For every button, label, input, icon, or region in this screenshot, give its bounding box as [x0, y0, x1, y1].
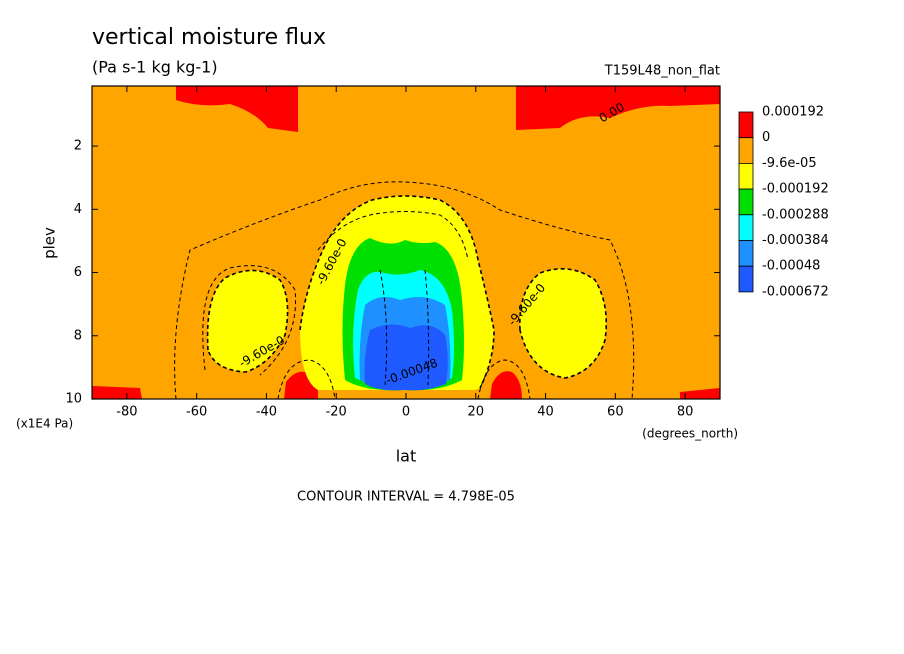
colorbar-box	[738, 240, 754, 267]
colorbar-box	[738, 162, 754, 190]
contour-line	[317, 211, 469, 261]
colorbar-label: 0.000192	[762, 105, 824, 120]
contour-line	[477, 359, 531, 400]
colorbar-label: -0.00048	[762, 259, 820, 274]
colorbar-box	[738, 214, 754, 241]
x-tick-label: 20	[468, 405, 485, 420]
contour-fill	[490, 371, 522, 399]
colorbar-box	[738, 137, 754, 164]
plot-area	[92, 86, 720, 400]
contour-line	[519, 268, 608, 379]
x-tick-label: 60	[607, 405, 624, 420]
y-tick-label: 2	[74, 139, 82, 154]
colorbar-label: 0	[762, 130, 770, 145]
x-tick-label: -60	[186, 405, 207, 420]
x-tick-label: 0	[402, 405, 410, 420]
colorbar-label: -9.6e-05	[762, 156, 817, 171]
y-axis-label: plev	[41, 227, 59, 259]
contour-line	[202, 265, 297, 376]
colorbar-label: -0.000288	[762, 207, 829, 222]
y-tick-label: 10	[65, 392, 82, 407]
x-axis-label: lat	[396, 447, 417, 466]
annotation: T159L48_non_flat	[604, 64, 720, 79]
footer: CONTOUR INTERVAL = 4.798E-05	[297, 490, 515, 505]
contour-line	[277, 359, 336, 400]
y-tick-label: 4	[74, 202, 82, 217]
contour-line	[424, 269, 430, 386]
colorbar-label: -0.000384	[762, 233, 829, 248]
contour-line	[174, 181, 635, 400]
contour-fill	[207, 270, 288, 372]
chart-title: vertical moisture flux	[92, 25, 326, 50]
x-tick-label: -80	[116, 405, 137, 420]
colorbar-box	[738, 265, 754, 293]
chart-subtitle: (Pa s-1 kg kg-1)	[92, 58, 218, 77]
contour-fill	[519, 268, 607, 378]
y-tick-label: 8	[74, 328, 82, 343]
x-tick-label: -20	[326, 405, 347, 420]
colorbar-label: -0.000192	[762, 182, 829, 197]
x-units: (degrees_north)	[642, 427, 738, 441]
contour-fill	[92, 386, 142, 399]
y-units: (x1E4 Pa)	[16, 417, 73, 431]
contour-fill	[516, 86, 720, 130]
y-tick-label: 6	[74, 265, 82, 280]
colorbar-box	[738, 111, 754, 139]
contour-fill	[176, 86, 298, 132]
x-tick-label: 80	[677, 405, 694, 420]
x-tick-label: -40	[256, 405, 277, 420]
contour-fill	[680, 388, 720, 399]
contour-line	[206, 269, 289, 373]
colorbar-box	[738, 188, 754, 216]
x-tick-label: 40	[537, 405, 554, 420]
contour-fill	[364, 324, 448, 391]
colorbar-label: -0.000672	[762, 284, 829, 299]
